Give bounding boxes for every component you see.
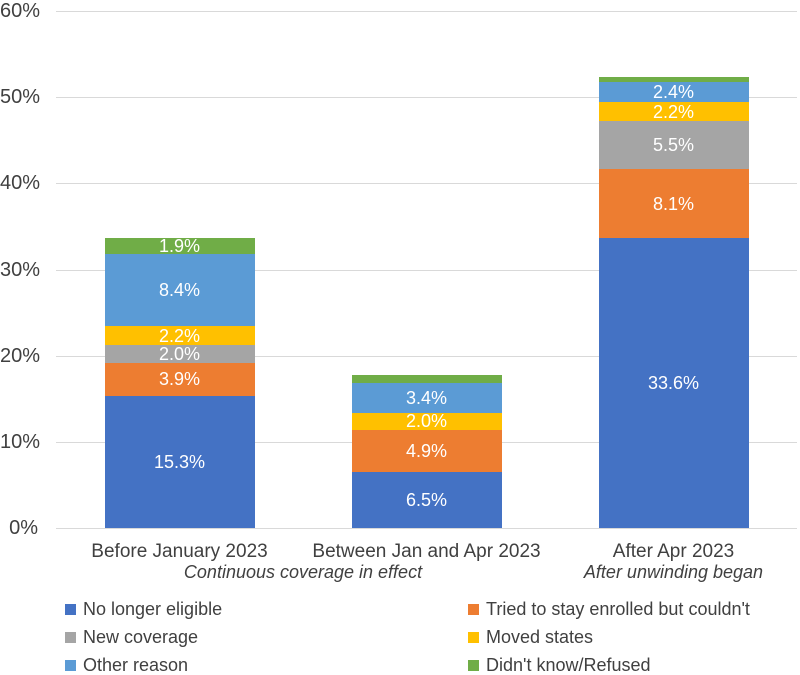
y-axis-tick-label: 60% — [0, 0, 41, 22]
bar: 33.6% 8.1% 5.5% 2.2% 2.4% — [598, 0, 749, 528]
segment-data-label: 8.4% — [158, 280, 201, 301]
segment-data-label: 4.9% — [405, 440, 448, 461]
legend-item: New coverage — [65, 626, 198, 648]
gridline — [56, 11, 797, 12]
x-axis-category-label: Between Jan and Apr 2023 — [312, 541, 541, 562]
bar-segment — [104, 326, 255, 346]
bar-segment — [598, 77, 749, 82]
y-axis-tick-label: 10% — [0, 430, 41, 453]
bar-segment — [104, 253, 255, 327]
category-group-subtitle: Continuous coverage in effect — [183, 562, 423, 582]
x-axis-category-label: After Apr 2023 — [612, 541, 735, 562]
legend-item: Didn't know/Refused — [468, 654, 651, 675]
segment-data-label: 3.9% — [158, 369, 201, 390]
bar-segment — [598, 121, 749, 169]
bar: 6.5% 4.9% 2.0% 3.4% — [351, 0, 502, 528]
legend-swatch-icon — [65, 603, 76, 615]
legend-item: No longer eligible — [65, 598, 222, 620]
segment-data-label: 3.4% — [405, 387, 448, 408]
legend-swatch-icon — [468, 659, 479, 671]
segment-data-label: 2.2% — [158, 325, 201, 346]
bar-segment — [104, 345, 255, 363]
category-group-subtitle: After unwinding began — [583, 562, 764, 582]
bar-segment — [351, 383, 502, 413]
bar-segment — [598, 238, 749, 528]
gridline — [56, 528, 797, 529]
legend-label: Tried to stay enrolled but couldn't — [486, 599, 750, 619]
segment-data-label: 2.2% — [652, 101, 695, 122]
legend-label: Moved states — [486, 627, 594, 647]
bar-segment — [104, 396, 255, 528]
bar-segment — [598, 102, 749, 122]
gridline — [56, 269, 797, 271]
legend-label: New coverage — [83, 627, 199, 647]
legend-label: Didn't know/Refused — [486, 655, 651, 675]
legend-label: Other reason — [83, 655, 189, 675]
segment-data-label: 6.5% — [405, 489, 448, 510]
y-axis-tick-label: 50% — [0, 86, 41, 109]
bar: 15.3% 3.9% 2.0% 2.2% 8.4% 1.9% — [104, 0, 255, 528]
gridline — [56, 355, 797, 357]
segment-data-label: 8.1% — [652, 193, 695, 214]
bar-segment — [598, 81, 749, 103]
bar-segment — [104, 362, 255, 397]
legend-item: Moved states — [468, 626, 593, 648]
segment-data-label: 33.6% — [647, 373, 700, 394]
legend-swatch-icon — [65, 659, 76, 671]
bar-segment — [351, 471, 502, 528]
y-axis-tick-label: 0% — [9, 517, 38, 539]
legend-label: No longer eligible — [83, 599, 223, 619]
y-axis-tick-label: 30% — [0, 258, 41, 281]
segment-data-label: 15.3% — [153, 452, 206, 473]
bar-segment — [104, 237, 255, 254]
segment-data-label: 2.0% — [405, 411, 448, 432]
gridline — [56, 97, 797, 99]
legend-swatch-icon — [65, 631, 76, 643]
y-axis-tick-label: 40% — [0, 172, 41, 195]
segment-data-label: 2.0% — [158, 343, 201, 364]
legend-item: Tried to stay enrolled but couldn't — [468, 598, 750, 620]
legend-swatch-icon — [468, 603, 479, 615]
segment-data-label: 5.5% — [652, 134, 695, 155]
bar-segment — [598, 168, 749, 239]
segment-data-label: 1.9% — [158, 235, 201, 256]
y-axis-tick-label: 20% — [0, 344, 41, 367]
gridline — [56, 183, 797, 185]
legend-swatch-icon — [468, 631, 479, 643]
legend-item: Other reason — [65, 654, 188, 675]
x-axis-category-label: Before January 2023 — [91, 541, 268, 562]
bar-segment — [351, 374, 502, 384]
bar-segment — [351, 429, 502, 472]
segment-data-label: 2.4% — [652, 81, 695, 102]
bar-segment — [351, 412, 502, 430]
